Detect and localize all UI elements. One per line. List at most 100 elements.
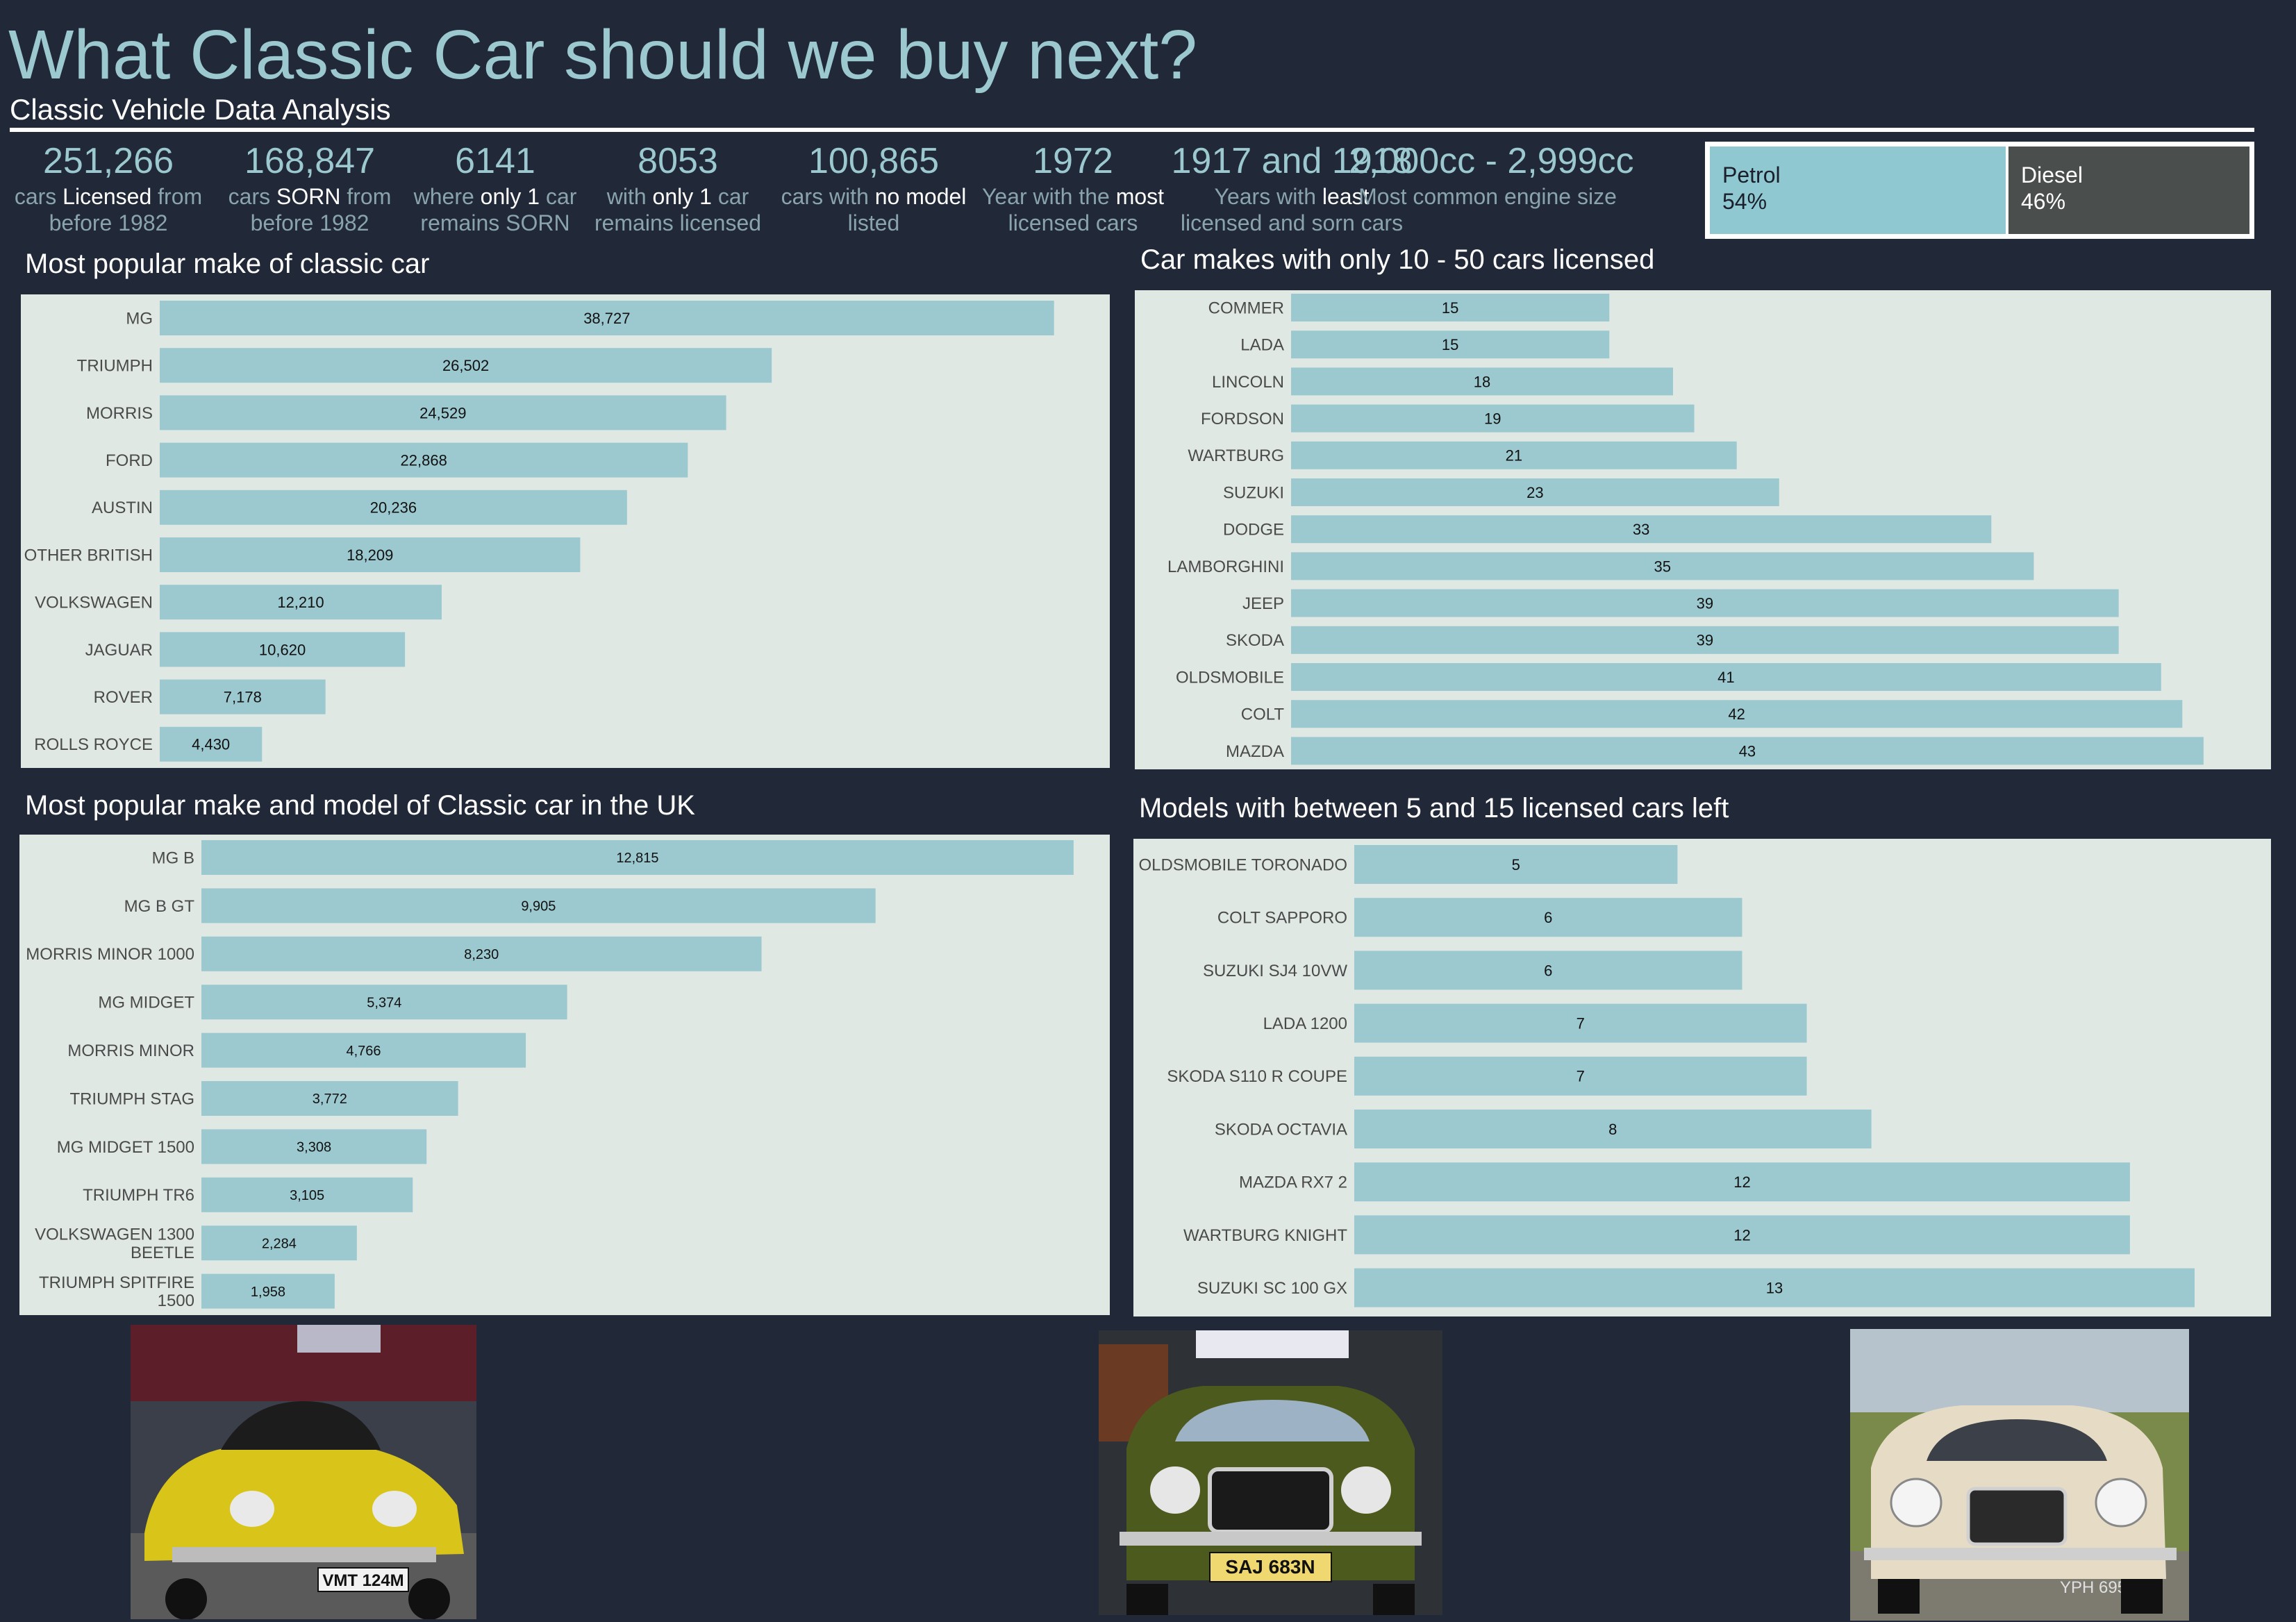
value-label: 12,210	[277, 594, 324, 611]
value-label: 41	[1717, 669, 1734, 686]
bar[interactable]	[1354, 1268, 2195, 1307]
value-label: 5,374	[367, 995, 401, 1010]
category-label: ROVER	[94, 688, 153, 707]
category-label: OLDSMOBILE TORONADO	[1138, 855, 1347, 874]
bar[interactable]	[201, 888, 876, 923]
fuel-segment-diesel[interactable]: Diesel 46%	[2006, 147, 2249, 234]
bar[interactable]	[1291, 737, 2204, 765]
bar[interactable]	[160, 585, 442, 620]
bar[interactable]	[1354, 1215, 2130, 1255]
bar[interactable]	[201, 936, 762, 971]
value-label: 4,766	[347, 1044, 381, 1059]
fuel-segment-petrol[interactable]: Petrol 54%	[1710, 147, 2006, 234]
value-label: 7	[1577, 1068, 1585, 1085]
bar[interactable]	[160, 442, 688, 478]
bar[interactable]	[1354, 1110, 1872, 1148]
kpi-caption-highlight: SORN	[276, 184, 341, 209]
kpi-value: 1917 and 1918	[1171, 141, 1413, 181]
kpi-caption-text: where	[413, 184, 481, 209]
kpi-value: 251,266	[43, 141, 174, 181]
kpi-caption-line2: licensed and sorn cars	[1180, 210, 1404, 235]
category-label: TRIUMPH TR6	[83, 1186, 194, 1205]
bar[interactable]	[201, 1081, 458, 1116]
chart-makes-10-50: COMMER 15 LADA 15 LINCOLN 18 FORDSON 19 WARTBURG…	[1135, 290, 2271, 769]
bar[interactable]	[1291, 515, 1992, 544]
plate-text: SAJ 683N	[1225, 1556, 1315, 1578]
category-label: LAMBORGHINI	[1167, 558, 1284, 576]
value-label: 42	[1728, 705, 1745, 723]
bar[interactable]	[201, 1226, 357, 1261]
kpi-card: 8053 with only 1 car remains licensed	[584, 139, 772, 236]
kpi-caption-line2: remains SORN	[420, 210, 570, 235]
category-label: VOLKSWAGEN	[35, 594, 153, 612]
kpi-caption-highlight: only 1	[652, 184, 712, 209]
chart-popular-make-svg: MG 38,727 TRIUMPH 26,502 MORRIS 24,529 FORD 22,…	[24, 301, 1054, 762]
value-label: 6	[1544, 962, 1552, 979]
chart-title-popular-make: Most popular make of classic car	[25, 249, 430, 279]
bar[interactable]	[1291, 552, 2034, 580]
bar[interactable]	[1291, 626, 2119, 654]
page-subtitle: Classic Vehicle Data Analysis	[10, 93, 391, 126]
category-label: OLDSMOBILE	[1176, 668, 1284, 687]
category-label: BEETLE	[131, 1244, 194, 1262]
bar[interactable]	[201, 1129, 427, 1164]
kpi-caption: where only 1 car	[405, 183, 585, 210]
category-label: JEEP	[1242, 594, 1284, 613]
photo-triumph-spitfire: VMT 124M	[131, 1325, 476, 1619]
chart-title-models-5-15: Models with between 5 and 15 licensed ca…	[1139, 793, 1729, 823]
bar[interactable]	[201, 1273, 335, 1309]
bar[interactable]	[1291, 294, 1610, 321]
bar[interactable]	[201, 985, 567, 1020]
category-label: 1500	[158, 1291, 194, 1310]
bar[interactable]	[1354, 951, 1742, 990]
bar[interactable]	[1291, 589, 2119, 617]
bar[interactable]	[160, 490, 627, 525]
bar[interactable]	[1291, 331, 1610, 359]
kpi-caption-text: with	[606, 184, 653, 209]
value-label: 24,529	[419, 404, 466, 421]
bar[interactable]	[1354, 845, 1678, 884]
bar[interactable]	[1354, 1056, 1807, 1096]
kpi-caption-text: Years with	[1214, 184, 1322, 209]
kpi-caption: Year with the most	[972, 183, 1174, 210]
bar[interactable]	[1354, 898, 1742, 937]
category-label: MAZDA RX7 2	[1239, 1173, 1347, 1192]
category-label: COLT	[1241, 705, 1285, 724]
bar[interactable]	[1291, 367, 1673, 396]
bar[interactable]	[201, 1032, 526, 1068]
bar[interactable]	[1354, 1003, 1807, 1043]
kpi-caption: cars with no model	[776, 183, 971, 210]
value-label: 22,868	[401, 452, 447, 469]
bar[interactable]	[160, 537, 581, 572]
bar[interactable]	[1291, 700, 2183, 728]
bar[interactable]	[1291, 663, 2161, 691]
category-label: MORRIS	[86, 404, 153, 423]
bar[interactable]	[160, 348, 772, 383]
bar[interactable]	[1354, 1162, 2130, 1202]
bar[interactable]	[160, 726, 263, 762]
bar[interactable]	[1291, 441, 1737, 469]
kpi-caption: cars SORN from	[216, 183, 404, 210]
bar[interactable]	[1291, 404, 1695, 433]
kpi-caption-line2: before 1982	[49, 210, 168, 235]
category-label: COMMER	[1208, 299, 1284, 317]
header-rule	[10, 128, 2254, 132]
bar[interactable]	[201, 1177, 413, 1212]
kpi-value: 8053	[638, 141, 718, 181]
value-label: 13	[1766, 1280, 1783, 1297]
bar[interactable]	[160, 632, 406, 667]
kpi-caption-highlight: Licensed	[63, 184, 152, 209]
category-label: TRIUMPH	[77, 357, 153, 376]
value-label: 15	[1442, 299, 1458, 317]
value-label: 12,815	[616, 851, 658, 866]
bar[interactable]	[1291, 478, 1779, 506]
kpi-card: 168,847 cars SORN from before 1982	[216, 139, 404, 236]
bar[interactable]	[160, 679, 326, 714]
category-label: MORRIS MINOR	[67, 1042, 194, 1060]
category-label: SKODA OCTAVIA	[1215, 1120, 1347, 1139]
bar[interactable]	[160, 395, 726, 430]
value-label: 26,502	[442, 357, 489, 374]
bar[interactable]	[160, 301, 1054, 335]
bar[interactable]	[201, 840, 1074, 875]
fuel-type-bar[interactable]: Petrol 54% Diesel 46%	[1705, 142, 2254, 239]
